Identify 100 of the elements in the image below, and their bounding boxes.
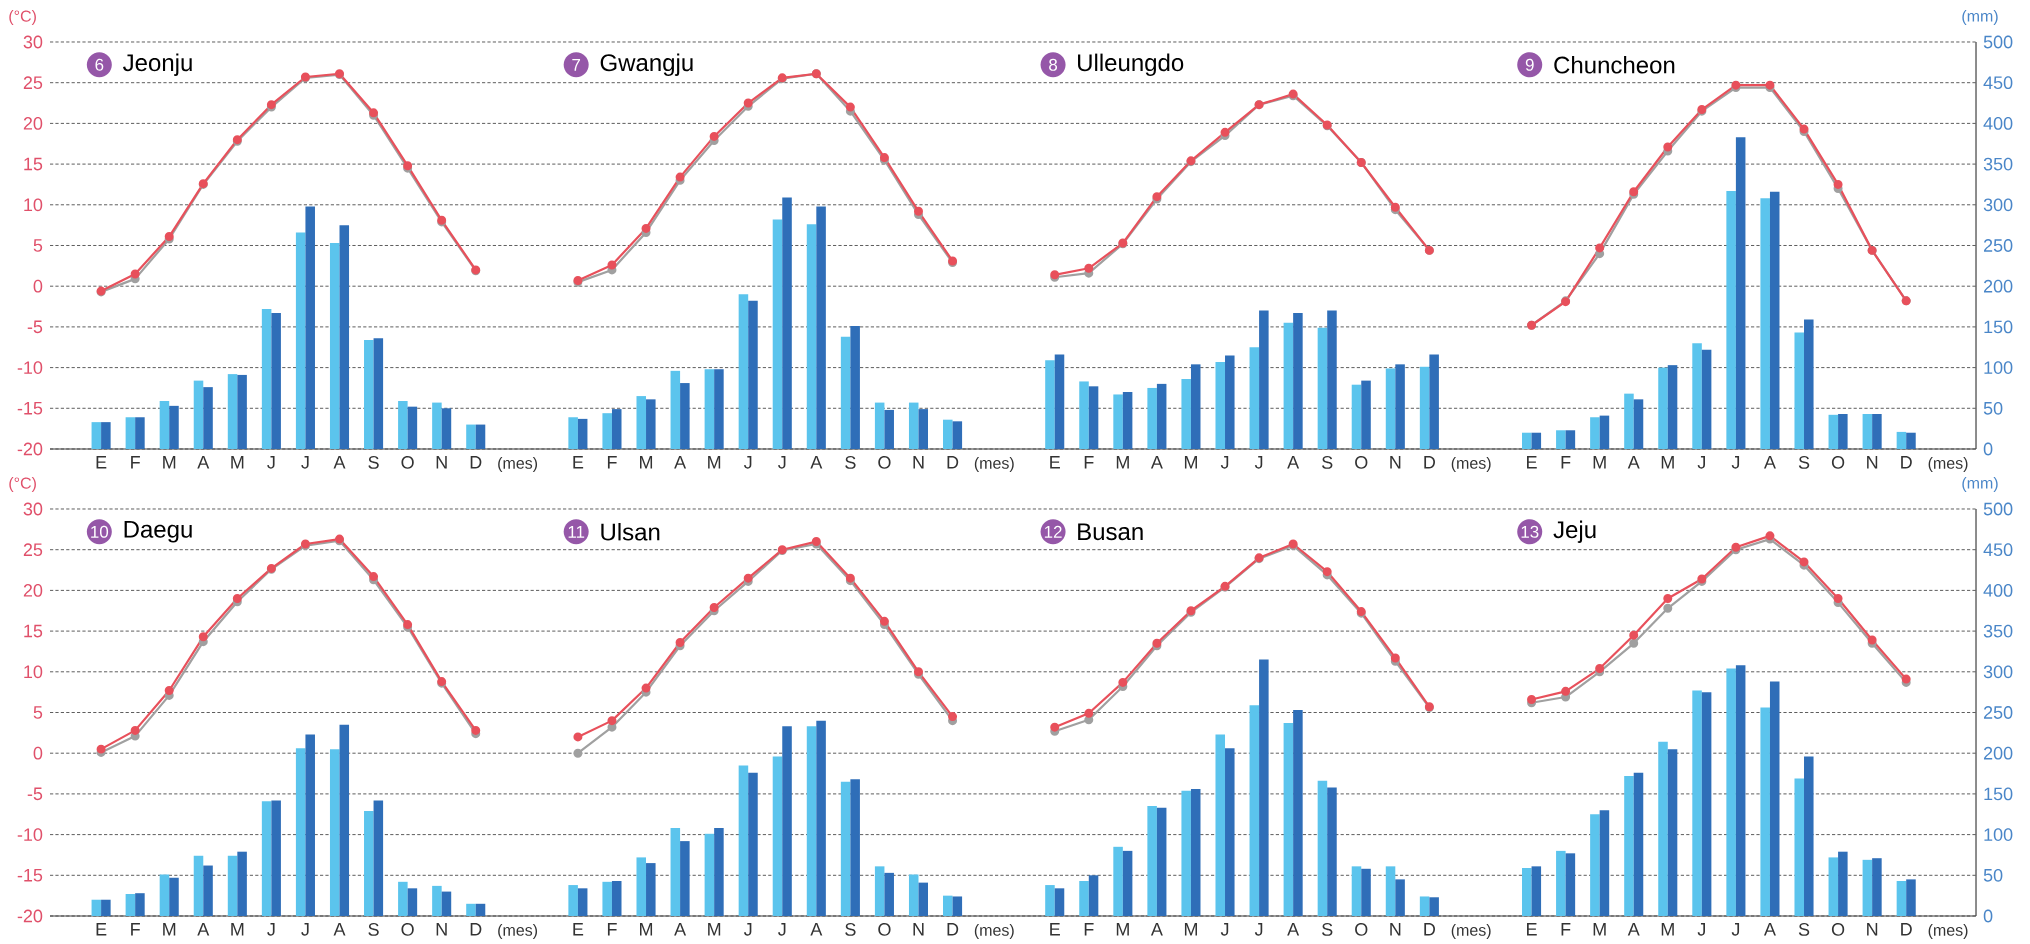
x-tick-label: A bbox=[1763, 456, 1776, 469]
x-tick-label: F bbox=[607, 923, 617, 936]
x-tick-label: A bbox=[1150, 923, 1163, 936]
x-tick-label: M bbox=[1661, 923, 1674, 936]
annotation: Chuncheon bbox=[1554, 55, 1675, 74]
y2-axis-title: (mm) bbox=[1962, 477, 1998, 492]
x-tick-label: N bbox=[1390, 923, 1401, 936]
x-tick-label: J bbox=[1220, 923, 1229, 936]
x-tick-label: F bbox=[1084, 923, 1094, 936]
x-tick-label: M bbox=[1116, 456, 1129, 469]
x-tick-label: J bbox=[1731, 923, 1740, 936]
x-tick-label: J bbox=[301, 923, 309, 936]
x-axis-title: (mes) bbox=[498, 457, 538, 472]
y-tick-label: 25 bbox=[23, 543, 43, 557]
x-tick-label: J bbox=[1697, 923, 1705, 936]
x-tick-label: M bbox=[1184, 923, 1197, 936]
y-tick-label: 15 bbox=[24, 157, 43, 171]
x-tick-label: J bbox=[743, 923, 752, 936]
y2-tick-label: 500 bbox=[1983, 35, 2013, 49]
x-tick-label: F bbox=[1084, 456, 1094, 469]
annotation: 7 bbox=[572, 58, 581, 71]
x-tick-label: A bbox=[1627, 456, 1640, 469]
x-tick-label: S bbox=[1322, 456, 1333, 469]
x-tick-label: M bbox=[708, 456, 721, 469]
y2-tick-label: 100 bbox=[1984, 828, 2013, 841]
x-tick-label: N bbox=[1390, 456, 1401, 469]
x-tick-label: D bbox=[470, 456, 482, 469]
x-tick-label: M bbox=[1661, 456, 1674, 469]
y-tick-label: -20 bbox=[17, 909, 43, 923]
x-tick-label: E bbox=[573, 923, 584, 936]
x-tick-label: D bbox=[1424, 923, 1436, 936]
y2-tick-label: 0 bbox=[1983, 909, 1993, 923]
y-tick-label: -5 bbox=[27, 787, 43, 801]
x-tick-label: J bbox=[778, 456, 786, 469]
x-tick-label: J bbox=[301, 456, 309, 469]
x-tick-label: A bbox=[333, 923, 346, 936]
text: (mes) bbox=[1451, 924, 1491, 939]
x-tick-label: J bbox=[267, 923, 275, 936]
y-tick-label: 10 bbox=[24, 198, 43, 212]
x-tick-label: E bbox=[1050, 456, 1060, 469]
annotation: Daegu bbox=[124, 521, 192, 543]
x-tick-label: A bbox=[810, 923, 823, 936]
x-tick-label: S bbox=[368, 456, 379, 469]
x-tick-label: A bbox=[197, 923, 210, 936]
x-tick-label: N bbox=[1867, 923, 1878, 936]
x-tick-label: E bbox=[1527, 456, 1537, 469]
annotation: 9 bbox=[1525, 58, 1534, 71]
x-tick-label: D bbox=[470, 923, 482, 936]
x-tick-label: O bbox=[1355, 456, 1368, 469]
y2-tick-label: 100 bbox=[1984, 361, 2013, 374]
y2-tick-label: 150 bbox=[1984, 787, 2013, 801]
y-tick-label: 0 bbox=[33, 279, 43, 293]
y-tick-label: 15 bbox=[24, 624, 43, 638]
y-tick-label: 5 bbox=[33, 706, 43, 719]
x-tick-label: A bbox=[1763, 923, 1776, 936]
y2-tick-label: 250 bbox=[1983, 706, 2013, 719]
y-tick-label: -10 bbox=[17, 361, 43, 374]
y2-tick-label: 50 bbox=[1983, 868, 2003, 882]
x-tick-label: E bbox=[573, 456, 584, 469]
x-tick-label: A bbox=[1627, 923, 1640, 936]
y2-tick-label: 350 bbox=[1983, 624, 2013, 638]
y2-tick-label: 450 bbox=[1983, 76, 2013, 90]
y-tick-label: 30 bbox=[23, 35, 43, 49]
x-tick-label: E bbox=[96, 456, 107, 469]
x-tick-label: F bbox=[607, 456, 617, 469]
x-tick-label: A bbox=[333, 456, 346, 469]
x-tick-label: J bbox=[267, 456, 275, 469]
text: (mes) bbox=[974, 924, 1014, 939]
y-tick-label: -5 bbox=[27, 320, 43, 334]
x-tick-label: N bbox=[1867, 456, 1878, 469]
x-tick-label: M bbox=[1593, 923, 1606, 936]
x-tick-label: M bbox=[1184, 456, 1197, 469]
x-tick-label: S bbox=[845, 923, 856, 936]
y2-tick-label: 150 bbox=[1984, 320, 2013, 334]
x-tick-label: A bbox=[810, 456, 823, 469]
x-tick-label: A bbox=[1150, 456, 1163, 469]
x-tick-label: M bbox=[231, 456, 244, 469]
text: (mes) bbox=[1451, 457, 1491, 472]
x-tick-label: M bbox=[640, 456, 653, 469]
y-tick-label: -15 bbox=[17, 402, 43, 415]
y2-axis-title: (mm) bbox=[1962, 10, 1998, 25]
y2-tick-label: 50 bbox=[1983, 401, 2003, 415]
x-tick-label: O bbox=[1831, 923, 1845, 936]
x-tick-label: F bbox=[131, 923, 140, 936]
x-tick-label: O bbox=[401, 923, 414, 936]
x-tick-label: J bbox=[1254, 923, 1263, 936]
x-tick-label: S bbox=[1798, 456, 1810, 469]
x-tick-label: E bbox=[1527, 923, 1537, 936]
annotation: 10 bbox=[91, 525, 109, 538]
x-tick-label: N bbox=[436, 456, 447, 469]
x-tick-label: F bbox=[131, 456, 140, 469]
x-tick-label: N bbox=[913, 923, 924, 936]
annotation: Ulleungdo bbox=[1078, 53, 1184, 76]
annotation: Jeju bbox=[1553, 520, 1596, 543]
y-tick-label: -20 bbox=[17, 442, 43, 456]
x-tick-label: D bbox=[947, 923, 959, 936]
x-tick-label: J bbox=[778, 923, 786, 936]
y-axis-title: (°C) bbox=[9, 477, 36, 492]
x-tick-label: M bbox=[1593, 456, 1606, 469]
x-tick-label: O bbox=[878, 456, 891, 469]
